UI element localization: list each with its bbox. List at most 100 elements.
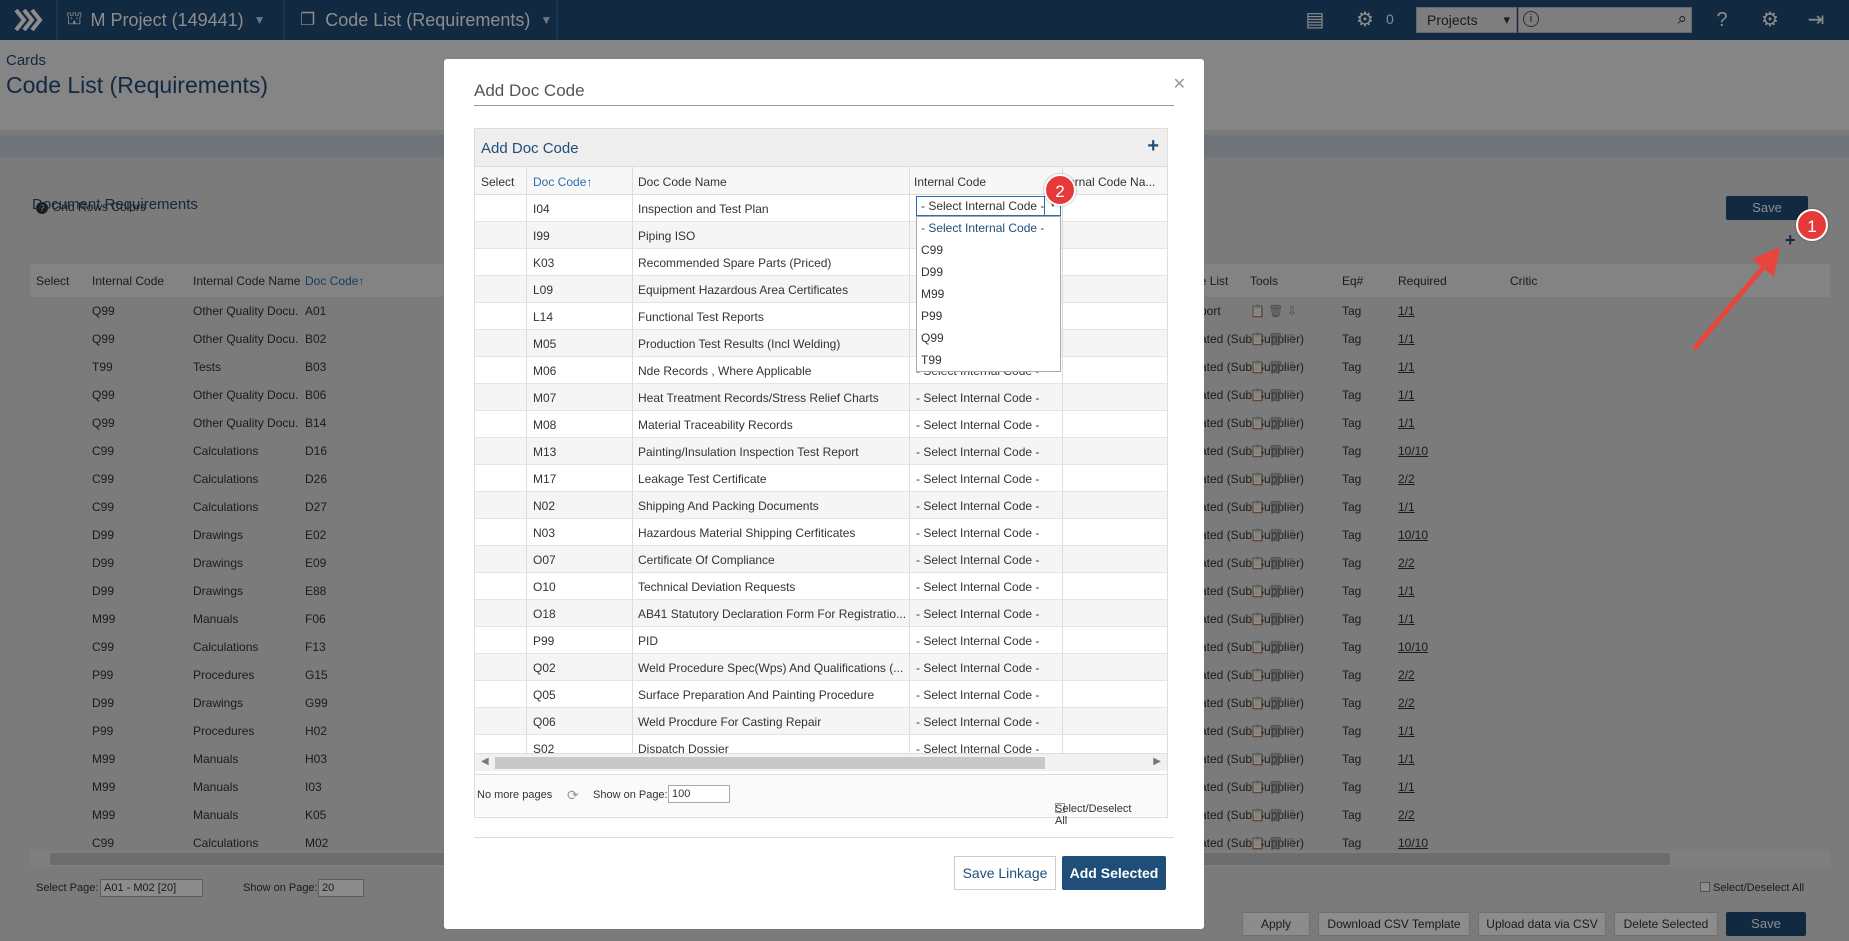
internal-code-select[interactable]: - Select Internal Code - [916,661,1040,675]
table-row[interactable]: O10 Technical Deviation Requests - Select … [475,573,1167,600]
table-row[interactable]: K03 Recommended Spare Parts (Priced) [475,249,1167,276]
table-row[interactable]: Q06 Weld Procdure For Casting Repair - Sel… [475,708,1167,735]
save-bottom-button[interactable]: Save [1726,912,1806,936]
bg-cell[interactable]: 1/1 [1398,360,1415,374]
report-clock-icon[interactable]: ▤ [1305,9,1325,31]
scroll-left-icon[interactable]: ◀ [481,756,489,767]
refresh-icon[interactable]: ⟳ [567,787,579,803]
bg-cell[interactable]: 1/1 [1398,388,1415,402]
search-icon[interactable]: ⌕ [1677,9,1687,28]
bg-cell[interactable]: 2/2 [1398,808,1415,822]
dropdown-option[interactable]: - Select Internal Code - [921,221,1045,235]
table-row[interactable]: P99 PID - Select Internal Code - [475,627,1167,654]
bg-col-header[interactable]: Tools [1250,274,1279,288]
bg-cell[interactable]: 1/1 [1398,332,1415,346]
internal-code-select[interactable]: - Select Internal Code - [916,580,1040,594]
bg-col-header[interactable]: Internal Code Name [193,274,301,288]
add-plus-icon[interactable]: + [1147,135,1159,157]
menu-logo-icon[interactable] [14,0,46,40]
search-input[interactable]: i ⌕ [1518,7,1692,33]
bg-select-page-select[interactable]: A01 - M02 [20] [100,879,203,897]
table-row[interactable]: M05 Production Test Results (Incl Welding… [475,330,1167,357]
breadcrumb[interactable]: Cards [6,52,47,69]
table-row[interactable]: Q02 Weld Procedure Spec(Wps) And Qualific… [475,654,1167,681]
logout-icon[interactable]: ⇥ [1807,9,1825,31]
table-row[interactable]: I04 Inspection and Test Plan [475,195,1167,222]
internal-code-select[interactable]: - Select Internal Code - [916,445,1040,459]
internal-code-select[interactable]: - Select Internal Code - [916,553,1040,567]
checkbox[interactable] [1700,882,1710,892]
grid-rows-colors[interactable]: ? Grid Rows Colors [36,200,146,214]
table-row[interactable]: M13 Painting/Insulation Inspection Test R… [475,438,1167,465]
internal-code-select[interactable]: - Select Internal Code - [916,607,1040,621]
delete-selected-button[interactable]: Delete Selected [1614,912,1718,936]
bg-cell[interactable]: 2/2 [1398,472,1415,486]
bg-cell[interactable]: 2/2 [1398,668,1415,682]
gear-icon[interactable]: ⚙ [1761,9,1779,31]
table-row[interactable]: O18 AB41 Statutory Declaration Form For R… [475,600,1167,627]
internal-code-select[interactable]: - Select Internal Code - [916,742,1040,756]
bg-col-header[interactable]: Doc Code↑ [305,274,365,288]
table-row[interactable]: O07 Certificate Of Compliance - Select Int… [475,546,1167,573]
bg-cell[interactable]: 1/1 [1398,612,1415,626]
bg-col-header[interactable]: Required [1398,274,1447,288]
show-on-page-select[interactable]: 100 [668,785,730,803]
col-internal-code-name[interactable]: ernal Code Na... [1068,175,1156,189]
bg-col-header[interactable]: Eq# [1342,274,1364,288]
gears-icon[interactable]: ⚙ [1356,9,1374,31]
dropdown-option[interactable]: D99 [921,265,944,279]
bg-cell[interactable]: 1/1 [1398,724,1415,738]
bg-cell[interactable]: 1/1 [1398,500,1415,514]
internal-code-select[interactable]: - Select Internal Code - [916,526,1040,540]
download-csv-button[interactable]: Download CSV Template [1318,912,1470,936]
dropdown-option[interactable]: Q99 [921,331,944,345]
checkbox[interactable] [1055,803,1065,813]
project-selector[interactable]: ⛫ M Project (149441) ▼ [66,0,266,40]
dropdown-option[interactable]: T99 [921,353,942,367]
internal-code-select[interactable]: - Select Internal Code - [916,391,1040,405]
bg-cell[interactable]: 10/10 [1398,640,1429,654]
internal-code-select[interactable]: - Select Internal Code - [916,418,1040,432]
bg-select-deselect-all[interactable]: Select/Deselect All [1700,882,1804,894]
add-selected-button[interactable]: Add Selected [1062,856,1166,890]
help-icon[interactable]: ? [1716,9,1728,31]
bg-col-header[interactable]: Select [36,274,70,288]
bg-cell[interactable]: 1/1 [1398,584,1415,598]
bg-cell[interactable]: 2/2 [1398,696,1415,710]
table-row[interactable]: N02 Shipping And Packing Documents - Selec… [475,492,1167,519]
bg-cell[interactable]: 10/10 [1398,836,1429,850]
dropdown-option[interactable]: C99 [921,243,944,257]
col-doc-code-name[interactable]: Doc Code Name [638,175,727,189]
internal-code-select[interactable]: - Select Internal Code - [916,715,1040,729]
close-icon[interactable]: ✕ [1172,76,1186,93]
table-row[interactable]: L09 Equipment Hazardous Area Certificates [475,276,1167,303]
table-row[interactable]: L14 Functional Test Reports [475,303,1167,330]
bg-show-on-page-select[interactable]: 20 [318,879,364,897]
table-row[interactable]: N03 Hazardous Material Shipping Cerfitica… [475,519,1167,546]
save-top-button[interactable]: Save [1726,196,1808,220]
scroll-right-icon[interactable]: ▶ [1153,756,1161,767]
bg-cell[interactable]: 2/2 [1398,556,1415,570]
upload-csv-button[interactable]: Upload data via CSV [1478,912,1606,936]
bg-col-header[interactable]: Critic [1510,274,1538,288]
dropdown-option[interactable]: P99 [921,309,943,323]
save-linkage-button[interactable]: Save Linkage [954,856,1056,890]
internal-code-select[interactable]: - Select Internal Code - [916,196,1061,216]
bg-cell[interactable]: 1/1 [1398,304,1415,318]
apply-button[interactable]: Apply [1242,912,1310,936]
grid-horizontal-scrollbar[interactable]: ◀ ▶ [475,753,1167,771]
page-selector[interactable]: ❐ Code List (Requirements) ▼ [300,0,552,40]
table-row[interactable]: M08 Material Traceability Records - Select… [475,411,1167,438]
internal-code-select[interactable]: - Select Internal Code - [916,688,1040,702]
projects-select[interactable]: Projects [1416,7,1517,33]
internal-code-select[interactable]: - Select Internal Code - [916,472,1040,486]
bg-cell[interactable]: 10/10 [1398,528,1429,542]
dropdown-option[interactable]: M99 [921,287,945,301]
table-row[interactable]: Q05 Surface Preparation And Painting Proc… [475,681,1167,708]
bg-col-header[interactable]: Internal Code [92,274,165,288]
bg-cell[interactable]: 1/1 [1398,780,1415,794]
add-plus-icon[interactable]: + [1785,230,1796,250]
bg-cell[interactable]: 1/1 [1398,416,1415,430]
col-internal-code[interactable]: Internal Code [914,175,987,189]
